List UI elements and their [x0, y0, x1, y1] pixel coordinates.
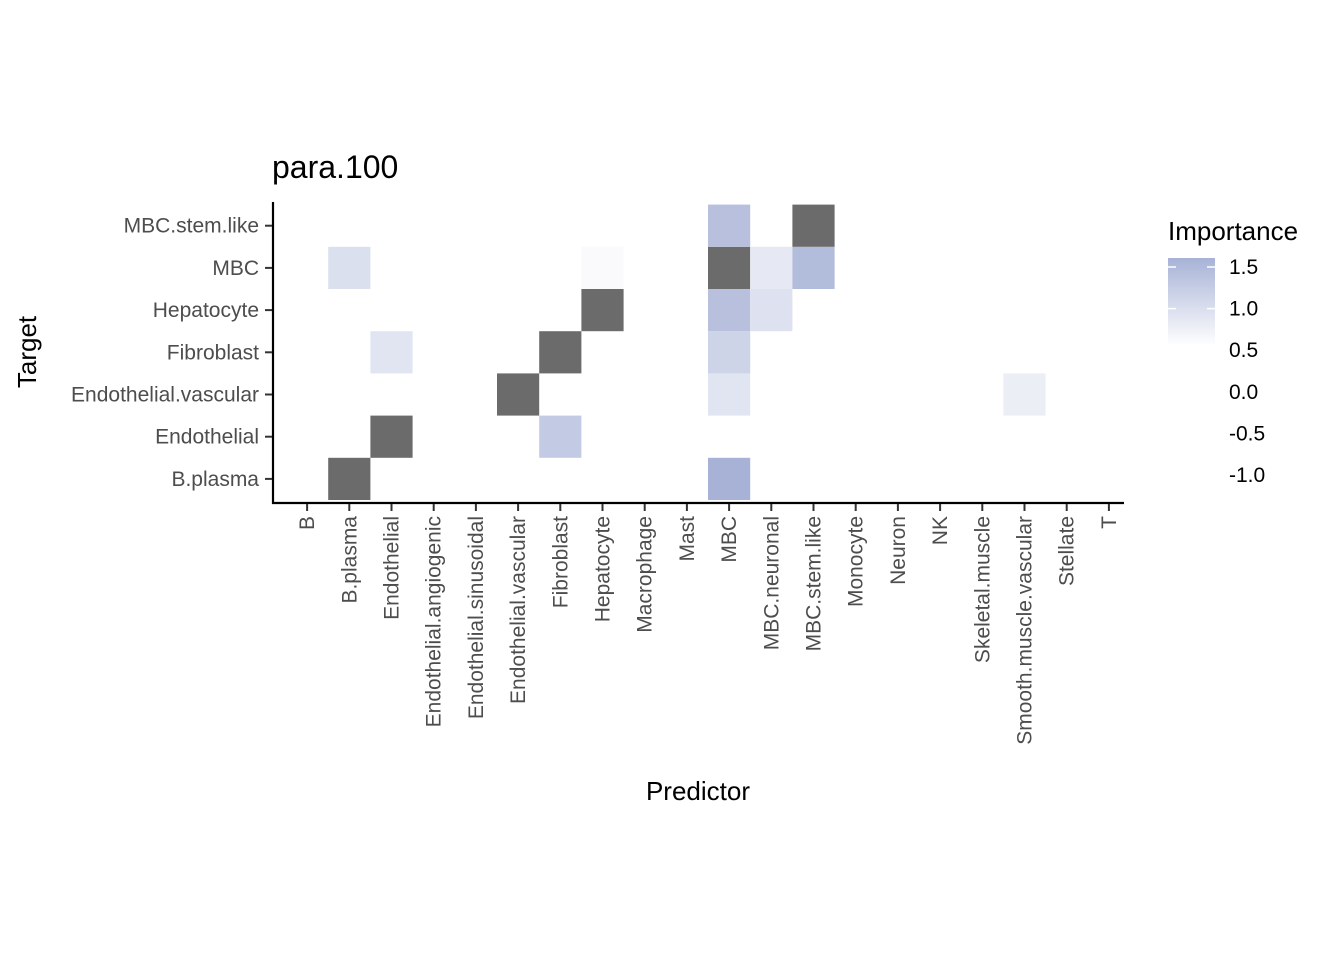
x-tick-label: Endothelial.vascular — [507, 516, 530, 704]
legend-label: -1.0 — [1229, 464, 1265, 487]
x-tick-label: Hepatocyte — [592, 516, 615, 622]
x-tick-label: Monocyte — [845, 516, 868, 607]
x-tick-label: Stellate — [1056, 516, 1079, 586]
legend-label: 1.5 — [1229, 256, 1258, 279]
heatmap-cell — [708, 289, 751, 332]
y-tick-label: B.plasma — [171, 468, 259, 491]
heatmap-cell — [708, 204, 751, 247]
heatmap-cell — [328, 246, 371, 289]
legend-label: 0.0 — [1229, 381, 1258, 404]
y-tick-label: Endothelial.vascular — [71, 384, 259, 407]
x-tick-label: NK — [929, 516, 952, 545]
x-tick-label: B.plasma — [338, 516, 361, 604]
x-tick-label: MBC — [718, 516, 741, 563]
y-tick-label: Endothelial — [155, 426, 259, 449]
heatmap-cell — [497, 373, 540, 416]
heatmap-cell — [370, 331, 413, 374]
x-tick-label: Fibroblast — [549, 516, 572, 608]
x-tick-label: Neuron — [887, 516, 910, 585]
x-tick-label: Smooth.muscle.vascular — [1014, 516, 1037, 745]
x-tick-label: Macrophage — [634, 516, 657, 633]
x-tick-label: Mast — [676, 516, 699, 562]
legend-colorbar — [1168, 258, 1215, 346]
heatmap-cells — [328, 204, 1046, 500]
heatmap-cell — [792, 204, 835, 247]
x-tick-label: MBC.stem.like — [803, 516, 826, 651]
chart-title: para.100 — [272, 149, 398, 185]
x-tick-label: Endothelial — [381, 516, 404, 620]
x-tick-label: Endothelial.sinusoidal — [465, 516, 488, 719]
heatmap-cell — [370, 415, 413, 458]
x-tick-label: T — [1098, 516, 1121, 529]
legend-label: -0.5 — [1229, 422, 1265, 445]
heatmap-cell — [708, 331, 751, 374]
legend-ticks — [1168, 266, 1215, 310]
x-tick-label: Endothelial.angiogenic — [423, 516, 446, 727]
y-tick-label: Hepatocyte — [153, 299, 259, 322]
heatmap-cell — [750, 289, 793, 332]
y-tick-label: Fibroblast — [167, 341, 259, 364]
x-axis-title: Predictor — [646, 776, 750, 806]
x-axis-ticks: B B.plasma Endothelial Endothelial.angiogen… — [296, 504, 1121, 745]
heatmap-cell — [581, 246, 624, 289]
y-axis-ticks: B.plasma Endothelial Endothelial.vascular F… — [71, 215, 272, 491]
heatmap-cell — [539, 415, 582, 458]
y-tick-label: MBC — [212, 257, 259, 280]
x-tick-label: B — [296, 516, 319, 530]
heatmap-cell — [1003, 373, 1046, 416]
x-tick-label: Skeletal.muscle — [971, 516, 994, 663]
legend-label: 0.5 — [1229, 339, 1258, 362]
legend-labels: 1.5 1.0 0.5 0.0 -0.5 -1.0 — [1229, 256, 1265, 487]
legend-title: Importance — [1168, 216, 1298, 246]
legend: Importance 1.5 1.0 0.5 0.0 -0.5 -1.0 — [1168, 216, 1298, 487]
heatmap-cell — [750, 246, 793, 289]
y-tick-label: MBC.stem.like — [124, 215, 259, 238]
heatmap-cell — [539, 331, 582, 374]
heatmap-cell — [708, 373, 751, 416]
heatmap-cell — [792, 246, 835, 289]
heatmap-cell — [708, 246, 751, 289]
heatmap-cell — [708, 457, 751, 500]
x-tick-label: MBC.neuronal — [760, 516, 783, 650]
heatmap-cell — [328, 457, 371, 500]
heatmap-cell — [581, 289, 624, 332]
y-axis-title: Target — [12, 315, 42, 388]
legend-label: 1.0 — [1229, 298, 1258, 321]
